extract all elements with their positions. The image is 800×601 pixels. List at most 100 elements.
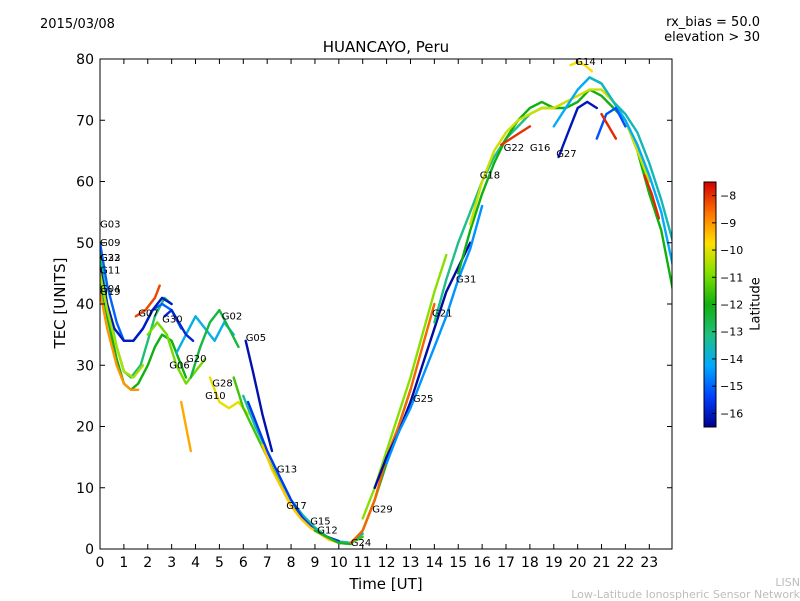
series-line-17 (361, 253, 448, 520)
sat-label-g31: G31 (456, 275, 476, 286)
x-tick-label: 19 (545, 555, 563, 571)
sat-label-g20: G20 (186, 354, 206, 365)
y-tick-label: 0 (85, 542, 94, 558)
footer: LISN Low-Latitude Ionospheric Sensor Net… (571, 577, 800, 601)
series-line-27 (595, 106, 627, 140)
x-tick-label: 20 (569, 555, 587, 571)
y-tick-label: 40 (76, 297, 94, 313)
x-tick-label: 21 (593, 555, 611, 571)
series-line-25 (588, 76, 672, 243)
series-line-20 (433, 106, 555, 324)
series-line-3 (100, 266, 173, 342)
series-layer (100, 60, 672, 546)
x-tick-label: 15 (449, 555, 467, 571)
series-line-5 (100, 272, 145, 379)
y-tick-label: 10 (76, 481, 94, 497)
series-line-8 (189, 308, 240, 379)
elevation-label: elevation > 30 (664, 30, 760, 45)
sat-label-g10: G10 (205, 391, 225, 402)
y-tick-label: 70 (76, 113, 94, 129)
sat-label-g22: G22 (504, 143, 524, 154)
colorbar-tick-label: −8 (720, 190, 736, 203)
sat-label-g19: G19 (100, 287, 120, 298)
sat-label-g21: G21 (432, 308, 452, 319)
series-line-19 (385, 204, 484, 465)
x-tick-label: 8 (287, 555, 296, 571)
y-tick-label: 50 (76, 236, 94, 252)
series-line-32 (163, 308, 195, 342)
x-ticks: 0 1 2 3 4 5 6 7 8 9 10 11 12 13 14 15 16 17 18 19 20 21 22 23 (96, 59, 658, 571)
series-line-16 (349, 302, 436, 545)
x-axis-label: Time [UT] (349, 575, 423, 593)
sat-label-g17: G17 (286, 501, 306, 512)
plot-frame (99, 58, 673, 550)
sat-label-g03: G03 (100, 219, 120, 230)
sat-label-g14: G14 (575, 57, 595, 68)
series-line-33 (179, 400, 193, 453)
x-tick-label: 3 (167, 555, 176, 571)
x-tick-label: 5 (215, 555, 224, 571)
x-tick-label: 6 (239, 555, 248, 571)
colorbar-tick-label: −16 (720, 407, 743, 420)
x-tick-label: 22 (617, 555, 635, 571)
sat-label-g32: G32 (100, 253, 120, 264)
x-tick-label: 1 (119, 555, 128, 571)
sat-label-g15: G15 (310, 517, 330, 528)
sat-label-g24: G24 (351, 538, 371, 549)
sat-label-g18: G18 (480, 170, 500, 181)
series-line-4 (100, 290, 140, 391)
x-tick-label: 4 (191, 555, 200, 571)
y-tick-label: 80 (76, 52, 94, 68)
colorbar-tick-label: −15 (720, 380, 743, 393)
sat-label-g05: G05 (246, 333, 266, 344)
series-line-29 (600, 112, 618, 140)
colorbar-tick-label: −10 (720, 244, 743, 257)
x-tick-label: 2 (143, 555, 152, 571)
footer-lisn: LISN (775, 576, 800, 589)
x-tick-label: 12 (378, 555, 396, 571)
x-tick-label: 18 (521, 555, 539, 571)
colorbar-tick-label: −14 (720, 353, 743, 366)
sat-label-g16: G16 (530, 143, 550, 154)
x-tick-label: 16 (473, 555, 491, 571)
x-tick-label: 17 (497, 555, 515, 571)
series-line-11 (232, 376, 364, 545)
x-tick-label: 9 (310, 555, 319, 571)
y-tick-label: 20 (76, 420, 94, 436)
sat-label-g30: G30 (162, 314, 182, 325)
sat-label-g23: G23 (100, 253, 120, 264)
series-line-26 (557, 100, 598, 159)
sat-label-g12: G12 (317, 526, 337, 537)
sat-label-g09: G09 (100, 238, 120, 249)
chart-title: HUANCAYO, Peru (322, 38, 450, 56)
series-line-28 (500, 125, 532, 147)
parameters-label: rx_bias = 50.0 elevation > 30 (664, 15, 760, 45)
sat-label-g29: G29 (372, 504, 392, 515)
sat-label-g25: G25 (413, 394, 433, 405)
x-tick-label: 14 (425, 555, 443, 571)
sat-label-g02: G02 (222, 311, 242, 322)
sat-label-g13: G13 (277, 464, 297, 475)
x-tick-label: 23 (640, 555, 658, 571)
date-label: 2015/03/08 (40, 17, 115, 32)
colorbar-tick-label: −11 (720, 271, 743, 284)
x-tick-label: 7 (263, 555, 272, 571)
colorbar-tick-label: −9 (720, 217, 736, 230)
sat-label-g06: G06 (169, 360, 189, 371)
y-tick-label: 60 (76, 175, 94, 191)
x-tick-label: 11 (354, 555, 372, 571)
footer-network: Low-Latitude Ionospheric Sensor Network (571, 588, 800, 601)
series-line-30 (643, 174, 661, 220)
series-line-31 (134, 284, 161, 318)
x-tick-label: 0 (96, 555, 105, 571)
series-line-10 (244, 339, 274, 453)
x-tick-label: 13 (402, 555, 420, 571)
colorbar-ticks: −8 −9 −10 −11 −12 −13 −14 −15 −16 (712, 190, 743, 420)
series-line-6 (146, 321, 207, 385)
rx-bias-label: rx_bias = 50.0 (666, 15, 760, 30)
y-tick-label: 30 (76, 358, 94, 374)
series-line-23 (569, 60, 594, 73)
y-ticks: 0 10 20 30 40 50 60 70 80 (76, 52, 672, 558)
